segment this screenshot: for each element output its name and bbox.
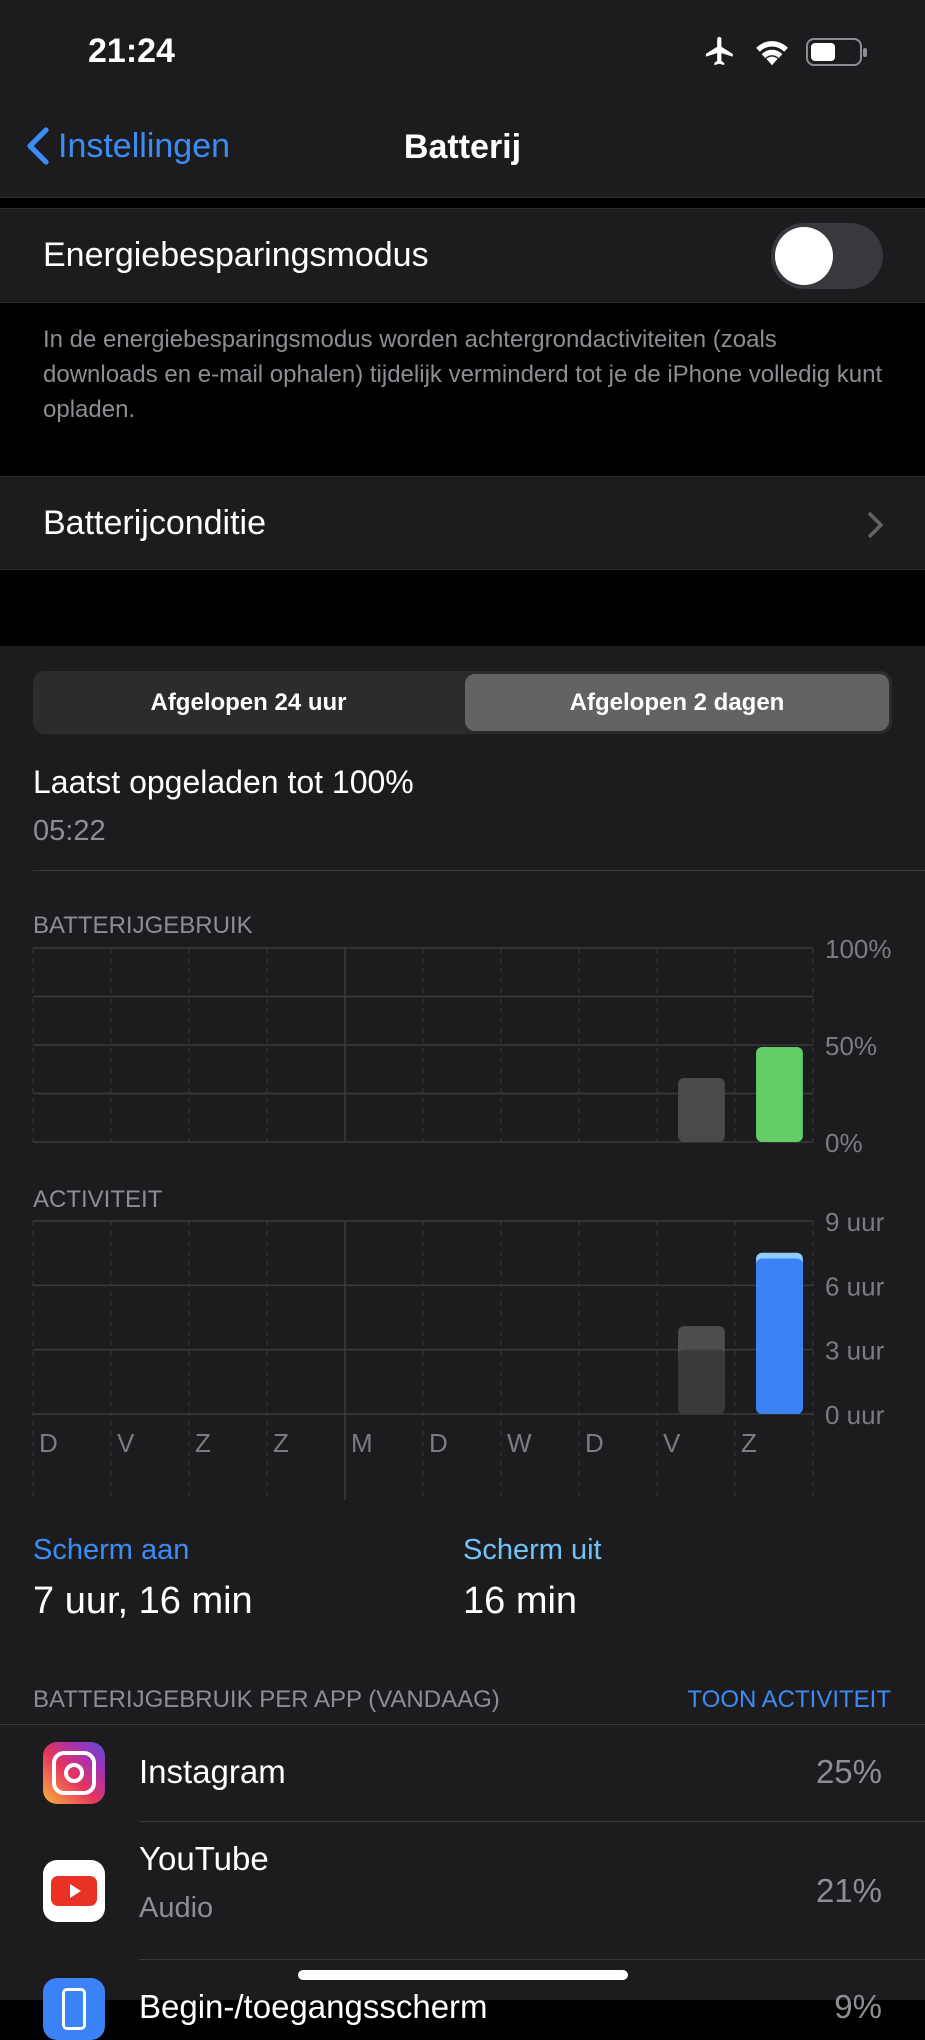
low-power-label: Energiebesparingsmodus (43, 236, 429, 274)
app-name: Begin-/toegangsscherm (139, 1988, 488, 2025)
y-tick-label: 6 uur (825, 1271, 885, 1301)
y-tick-label: 0% (825, 1128, 863, 1158)
nav-bar: Instellingen Batterij (0, 100, 925, 198)
battery-health-label: Batterijconditie (43, 503, 267, 542)
battery-bar (678, 1077, 725, 1142)
x-tick-label: Z (741, 1428, 757, 1458)
chevron-right-icon (867, 511, 883, 539)
x-tick-label: W (507, 1428, 532, 1458)
divider (139, 1821, 925, 1822)
battery-chart-title: BATTERIJGEBRUIK (33, 912, 253, 939)
segment-24h[interactable]: Afgelopen 24 uur (150, 688, 347, 716)
low-power-footer: In de energiebesparingsmodus worden acht… (43, 326, 883, 423)
app-percent: 25% (815, 1753, 882, 1790)
chevron-left-icon (27, 127, 49, 165)
screen-on-bar (756, 1258, 803, 1414)
back-button[interactable]: Instellingen (26, 126, 230, 166)
activity-chart-title: ACTIVITEIT (33, 1186, 163, 1213)
show-activity-button[interactable]: TOON ACTIVITEIT (687, 1686, 891, 1713)
y-tick-label: 9 uur (825, 1207, 885, 1237)
divider (33, 870, 925, 871)
screen-on-label: Scherm aan (33, 1534, 190, 1566)
x-tick-label: D (429, 1428, 448, 1458)
period-segmented-control: Afgelopen 24 uur Afgelopen 2 dagen (33, 671, 892, 734)
clock: 21:24 (88, 32, 175, 70)
back-label: Instellingen (58, 126, 231, 165)
screen-on-bar (678, 1349, 725, 1414)
app-percent: 21% (815, 1872, 882, 1909)
last-charged-time: 05:22 (33, 815, 106, 847)
low-power-row: Energiebesparingsmodus (0, 208, 925, 303)
home-screen-icon (43, 1978, 105, 2040)
battery-icon (806, 38, 867, 66)
x-tick-label: D (39, 1428, 58, 1458)
divider (0, 1724, 925, 1725)
app-subtitle: Audio (139, 1892, 214, 1924)
app-row-youtube[interactable]: YouTube Audio 21% (0, 1822, 925, 1960)
x-tick-label: V (117, 1428, 135, 1458)
battery-bar (756, 1046, 803, 1142)
instagram-icon (43, 1742, 105, 1804)
app-row-home-screen[interactable]: Begin-/toegangsscherm 9% (0, 1960, 925, 2040)
low-power-toggle[interactable] (771, 223, 883, 289)
screen-on-value: 7 uur, 16 min (33, 1580, 253, 1622)
battery-health-row[interactable]: Batterijconditie (0, 476, 925, 570)
x-tick-label: Z (273, 1428, 289, 1458)
apps-header: BATTERIJGEBRUIK PER APP (VANDAAG) (33, 1686, 500, 1713)
page-title: Batterij (403, 128, 522, 166)
y-tick-label: 100% (825, 934, 892, 964)
x-tick-label: M (351, 1428, 373, 1458)
status-bar: 21:24 (0, 0, 925, 100)
segment-2d[interactable]: Afgelopen 2 dagen (465, 674, 889, 731)
app-percent: 9% (834, 1988, 882, 2025)
home-indicator[interactable] (298, 1970, 628, 1980)
y-tick-label: 3 uur (825, 1336, 885, 1366)
airplane-icon (705, 36, 733, 66)
app-row-instagram[interactable]: Instagram 25% (0, 1725, 925, 1821)
app-name: YouTube (139, 1840, 269, 1877)
y-tick-label: 0 uur (825, 1400, 885, 1430)
app-name: Instagram (139, 1753, 286, 1790)
toggle-knob (775, 227, 833, 285)
x-tick-label: D (585, 1428, 604, 1458)
x-tick-label: Z (195, 1428, 211, 1458)
screen-off-value: 16 min (463, 1580, 578, 1622)
youtube-icon (43, 1860, 105, 1922)
y-tick-label: 50% (825, 1031, 877, 1061)
usage-charts: 100% 50% 0% 9 uur 6 uur 3 uur 0 uur D V Z Z M D W D V Z (32, 934, 892, 1500)
wifi-icon (756, 41, 788, 66)
divider (139, 1959, 925, 1960)
x-tick-label: V (663, 1428, 681, 1458)
screen-off-label: Scherm uit (463, 1534, 602, 1566)
last-charged-label: Laatst opgeladen tot 100% (33, 764, 414, 800)
